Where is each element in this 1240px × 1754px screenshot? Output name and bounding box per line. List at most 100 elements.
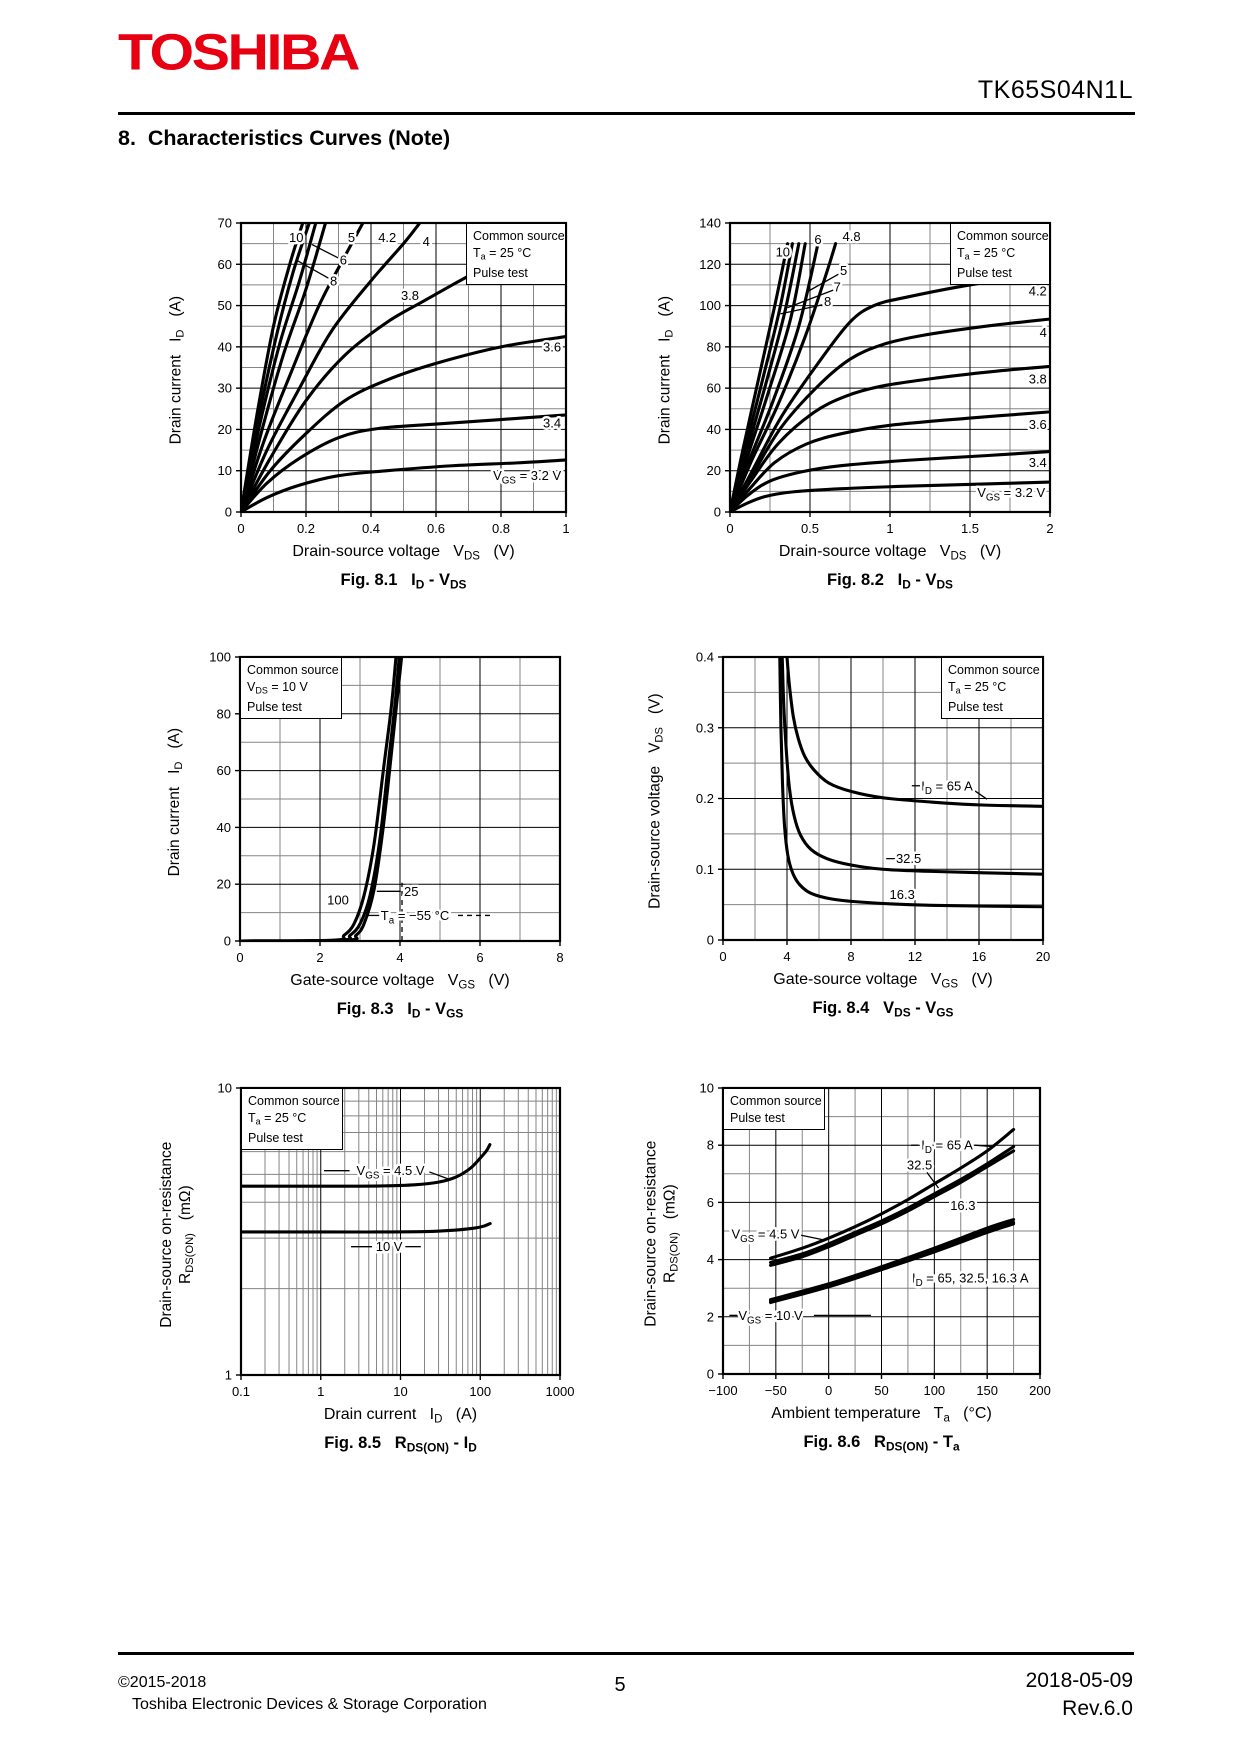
leader-lines [367, 882, 492, 941]
svg-text:140: 140 [699, 216, 721, 231]
curve-VGS=4.5V ID=32.5A [769, 1145, 1016, 1265]
svg-text:0: 0 [714, 505, 721, 520]
curve-labels: VGS = 4.5 V 10 V [354, 1161, 427, 1257]
svg-text:100: 100 [469, 1384, 491, 1399]
svg-text:1: 1 [886, 521, 893, 536]
svg-text:3.8: 3.8 [1029, 371, 1047, 386]
svg-text:0: 0 [224, 934, 231, 949]
svg-text:4.2: 4.2 [378, 230, 396, 245]
svg-text:2: 2 [707, 1309, 714, 1324]
fig-8-3-legend: Common source VDS = 10 V Pulse test [240, 657, 342, 720]
svg-text:3.6: 3.6 [1029, 417, 1047, 432]
svg-text:6: 6 [814, 232, 821, 247]
tick-marks [725, 222, 1051, 517]
curves [778, 656, 1044, 909]
leader-lines [324, 1170, 449, 1248]
curves [729, 242, 1051, 513]
svg-text:0: 0 [707, 933, 714, 948]
fig-8-4-y-axis-title: Drain-source voltage VDS (V) [645, 693, 666, 909]
curve-ID=65A [785, 656, 1044, 808]
svg-text:0.4: 0.4 [362, 521, 380, 536]
fig-8-1-y-axis-title: Drain current ID (A) [166, 295, 187, 445]
curve-labels: ID = 65 A32.5 16.3 VGS = 4.5 V VGS = 10 V ID… [729, 1135, 1031, 1329]
svg-text:20: 20 [707, 463, 721, 478]
leader-lines [886, 785, 988, 860]
svg-text:−50: −50 [765, 1383, 787, 1398]
fig-8-3-y-axis-title: Drain current ID (A) [165, 727, 186, 876]
svg-text:0.1: 0.1 [232, 1384, 250, 1399]
svg-text:0: 0 [236, 950, 243, 965]
svg-text:0.4: 0.4 [696, 650, 714, 665]
svg-text:10: 10 [393, 1384, 407, 1399]
curve-Ta=-55C [239, 656, 404, 942]
footer-date: 2018-05-09 [1025, 1669, 1133, 1692]
svg-text:30: 30 [218, 381, 232, 396]
legend-line: VDS = 10 V [247, 679, 308, 696]
svg-text:1: 1 [225, 1368, 232, 1383]
leader-lines [780, 273, 840, 315]
svg-text:8: 8 [556, 950, 563, 965]
svg-text:32.5: 32.5 [896, 851, 921, 866]
tick-labels: 0 4 8 12 16 20 0 0.1 0.2 0.3 0.4 [696, 650, 1050, 965]
svg-text:0.8: 0.8 [492, 521, 510, 536]
fig-8-5-y-axis-title: Drain-source on-resistance RDS(ON) (mΩ) [157, 1141, 196, 1328]
curve-VGS=3.8V [729, 364, 1051, 513]
svg-text:VGS = 10 V: VGS = 10 V [738, 1308, 803, 1327]
curve-VGS=3.2V [729, 480, 1051, 513]
curve-VGS=3.4V [240, 413, 567, 513]
leader-lines [297, 243, 339, 280]
legend-line: Common source [247, 663, 339, 677]
svg-text:0: 0 [719, 949, 726, 964]
footer-revision: Rev.6.0 [1062, 1697, 1133, 1720]
svg-text:ID = 65 A: ID = 65 A [921, 778, 973, 797]
curves [240, 1143, 492, 1234]
fig-8-5-legend: Common source Ta = 25 °C Pulse test [241, 1088, 343, 1151]
svg-text:1: 1 [317, 1384, 324, 1399]
curve-VGS=4V [240, 222, 422, 513]
fig-8-1-x-axis-title: Drain-source voltage VDS (V) [292, 543, 515, 563]
curve-VGS=3.2V [240, 458, 567, 513]
legend-line: Common source [730, 1094, 822, 1108]
svg-text:8: 8 [847, 949, 854, 964]
svg-text:0.1: 0.1 [696, 862, 714, 877]
major-gridlines [723, 657, 1043, 940]
legend-line: Common source [948, 663, 1040, 677]
curves [239, 656, 404, 942]
svg-text:40: 40 [217, 820, 231, 835]
svg-text:6: 6 [476, 950, 483, 965]
legend-line: Ta = 25 °C [248, 1110, 307, 1127]
svg-text:12: 12 [908, 949, 922, 964]
svg-text:4: 4 [707, 1252, 714, 1267]
legend-line: Pulse test [730, 1110, 785, 1125]
svg-text:6: 6 [707, 1195, 714, 1210]
svg-text:8: 8 [707, 1138, 714, 1153]
svg-text:100: 100 [699, 298, 721, 313]
svg-text:0.3: 0.3 [696, 720, 714, 735]
plot-frame [239, 221, 568, 514]
legend-line: Pulse test [948, 699, 1003, 714]
fig-8-6-legend: Common source Pulse test [723, 1088, 825, 1130]
svg-text:200: 200 [1029, 1383, 1051, 1398]
svg-text:120: 120 [699, 257, 721, 272]
fig-8-4-legend: Common source Ta = 25 °C Pulse test [941, 657, 1043, 720]
svg-text:4: 4 [423, 234, 430, 249]
svg-text:16.3: 16.3 [890, 887, 915, 902]
tick-marks [718, 1087, 1041, 1379]
legend-line: Common source [473, 229, 565, 243]
svg-text:5: 5 [348, 230, 355, 245]
fig-8-2-y-axis-title: Drain current ID (A) [655, 295, 676, 445]
curve-VGS=4.5V ID=65A [769, 1127, 1016, 1260]
fig-8-4-caption: Fig. 8.4 VDS - VGS [812, 999, 954, 1020]
svg-text:4: 4 [1040, 325, 1047, 340]
fig-8-6-x-axis-title: Ambient temperature Ta (°C) [771, 1405, 992, 1425]
tick-labels: −100 −50 0 50 100 150 200 0 2 4 6 8 10 [700, 1081, 1051, 1399]
curve-VGS=3.4V [729, 449, 1051, 513]
footer-copyright: ©2015-2018 [118, 1674, 207, 1691]
svg-text:0.6: 0.6 [427, 521, 445, 536]
svg-text:1000: 1000 [546, 1384, 575, 1399]
